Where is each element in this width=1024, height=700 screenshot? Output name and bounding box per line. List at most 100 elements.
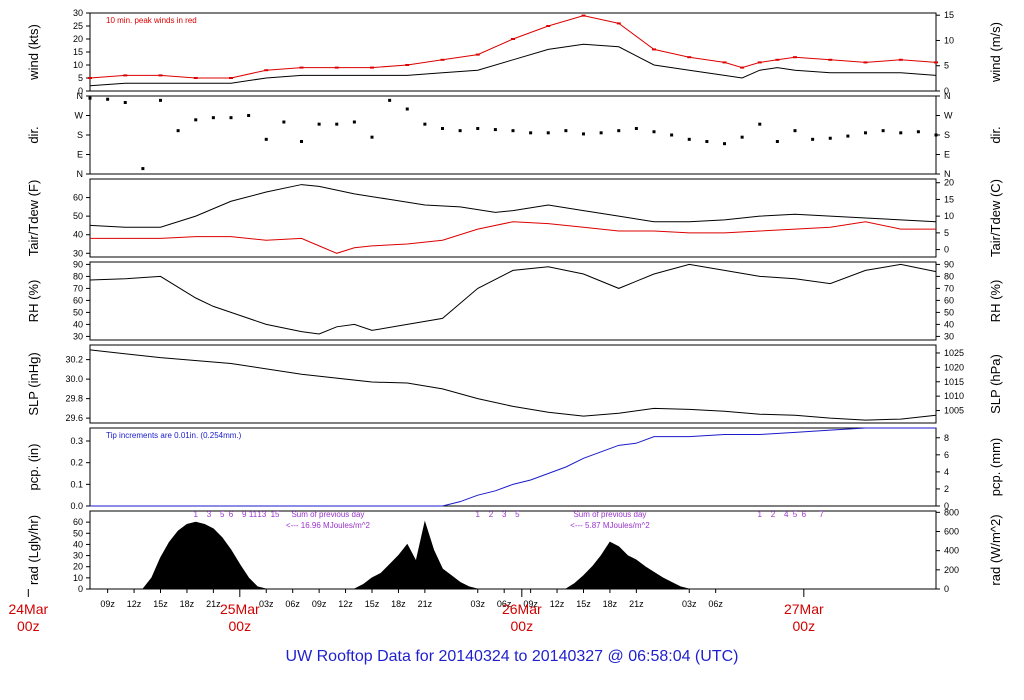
dir-point bbox=[264, 137, 268, 141]
slp-ytick-label-right: 1015 bbox=[944, 377, 964, 387]
rad-ytick-label-left: 40 bbox=[73, 539, 83, 549]
temp-ytick-label-right: 15 bbox=[944, 194, 954, 204]
wind-ytick-label-left: 10 bbox=[73, 60, 83, 70]
rad-hour-mark: 5 bbox=[220, 510, 225, 519]
wind-ytick-label-right: 10 bbox=[944, 35, 954, 45]
day-label-hour: 00z bbox=[17, 618, 40, 634]
rad-ytick-label-left: 20 bbox=[73, 562, 83, 572]
wind-ytick-label-left: 20 bbox=[73, 34, 83, 44]
slp-ytick-label-right: 1005 bbox=[944, 406, 964, 416]
wind-peak-mark bbox=[511, 38, 515, 40]
rad-hour-mark: 2 bbox=[489, 510, 494, 519]
rad-hour-mark: 15 bbox=[271, 510, 280, 519]
pcp-ytick-label-left: 0.3 bbox=[70, 436, 83, 446]
temp-ytick-label-left: 60 bbox=[73, 193, 83, 203]
rad-hour-mark: 13 bbox=[257, 510, 266, 519]
wind-ytick-label-left: 30 bbox=[73, 8, 83, 18]
time-tick-label: 06z bbox=[285, 599, 300, 609]
dir-ytick-label-left: N bbox=[77, 91, 84, 101]
dir-point bbox=[141, 167, 145, 171]
rad-hour-mark: 5 bbox=[515, 510, 520, 519]
rad-hour-mark: 2 bbox=[771, 510, 776, 519]
wind-ylabel-right: wind (m/s) bbox=[988, 22, 1003, 83]
pcp-ytick-label-right: 8 bbox=[944, 433, 949, 443]
wind-ytick-label-right: 15 bbox=[944, 10, 954, 20]
time-tick-label: 06z bbox=[497, 599, 512, 609]
rh-ytick-label-left: 80 bbox=[73, 271, 83, 281]
dir-point bbox=[388, 98, 392, 102]
wind-peak-mark bbox=[722, 61, 727, 64]
rad-hour-mark: 3 bbox=[502, 510, 507, 519]
dir-point bbox=[211, 116, 215, 120]
dir-ytick-label-right: S bbox=[944, 130, 950, 140]
rad-ytick-label-right: 400 bbox=[944, 546, 959, 556]
wind-peak-mark bbox=[193, 77, 198, 79]
dir-point bbox=[529, 131, 533, 135]
dir-point bbox=[881, 129, 885, 133]
slp-ytick-label-left: 30.2 bbox=[65, 355, 83, 365]
dir-point bbox=[247, 114, 251, 117]
time-tick-label: 21z bbox=[418, 599, 433, 609]
wind-peak-mark bbox=[440, 58, 445, 61]
day-label-hour: 00z bbox=[793, 618, 816, 634]
temp-frame bbox=[89, 178, 937, 258]
wind-series-1 bbox=[89, 43, 937, 87]
dir-frame bbox=[89, 95, 937, 175]
rh-series-0 bbox=[89, 263, 937, 335]
rh-ytick-label-right: 30 bbox=[944, 331, 954, 341]
rad-day-sum-label: Sum of previous day bbox=[573, 510, 646, 519]
dir-point bbox=[670, 133, 674, 137]
time-tick-label: 06z bbox=[708, 599, 723, 609]
dir-point bbox=[916, 130, 920, 134]
dir-point bbox=[634, 127, 638, 130]
pcp-series-0 bbox=[90, 427, 936, 507]
wind-peak-mark bbox=[757, 61, 762, 64]
temp-ylabel-left: Tair/Tdew (F) bbox=[26, 180, 41, 257]
dir-ytick-label-left: E bbox=[77, 150, 83, 160]
wind-peak-mark bbox=[475, 53, 480, 56]
rad-hour-mark: 3 bbox=[207, 510, 212, 519]
dir-point bbox=[723, 142, 726, 146]
dir-ytick-label-right: N bbox=[944, 91, 951, 101]
rh-frame bbox=[89, 261, 937, 341]
rad-hour-mark: 1 bbox=[758, 510, 763, 519]
wind-peak-mark bbox=[616, 22, 621, 25]
time-tick-label: 03z bbox=[682, 599, 697, 609]
dir-point bbox=[546, 131, 550, 135]
wind-peak-mark bbox=[123, 74, 128, 77]
dir-point bbox=[176, 129, 180, 133]
wind-peak-mark bbox=[793, 56, 797, 59]
slp-series-0 bbox=[89, 349, 937, 421]
dir-point bbox=[194, 118, 198, 122]
rad-ytick-label-right: 800 bbox=[944, 507, 959, 517]
temp-series-1 bbox=[90, 221, 936, 254]
rad-hour-mark: 1 bbox=[194, 510, 199, 519]
rh-ylabel-right: RH (%) bbox=[988, 280, 1003, 323]
dir-point bbox=[511, 129, 515, 133]
dir-ylabel-right: dir. bbox=[988, 126, 1003, 143]
wind-ylabel-left: wind (kts) bbox=[26, 24, 41, 81]
wind-peak-mark bbox=[652, 48, 656, 51]
rad-hour-mark: 1 bbox=[476, 510, 481, 519]
dir-point bbox=[300, 140, 303, 143]
rad-ylabel-left: rad (Lgly/hr) bbox=[26, 515, 41, 585]
wind-peak-mark bbox=[299, 66, 304, 69]
rad-hour-mark: 7 bbox=[819, 510, 824, 519]
day-label-hour: 00z bbox=[229, 618, 252, 634]
rad-ytick-label-right: 600 bbox=[944, 527, 959, 537]
rad-hour-mark: 11 bbox=[249, 510, 258, 519]
dir-point bbox=[335, 122, 339, 126]
dir-point bbox=[564, 129, 568, 133]
dir-point bbox=[476, 127, 480, 130]
wind-annotation: 10 min. peak winds in red bbox=[106, 16, 197, 25]
dir-point bbox=[811, 137, 815, 141]
rad-hour-mark: 5 bbox=[793, 510, 798, 519]
dir-ytick-label-left: N bbox=[77, 169, 84, 179]
wind-peak-mark bbox=[581, 14, 586, 17]
time-tick-label: 15z bbox=[365, 599, 380, 609]
rad-ytick-label-left: 10 bbox=[73, 573, 83, 583]
rh-ytick-label-right: 60 bbox=[944, 295, 954, 305]
dir-point bbox=[775, 140, 779, 143]
dir-point bbox=[793, 129, 797, 133]
rad-ytick-label-right: 0 bbox=[944, 584, 949, 594]
